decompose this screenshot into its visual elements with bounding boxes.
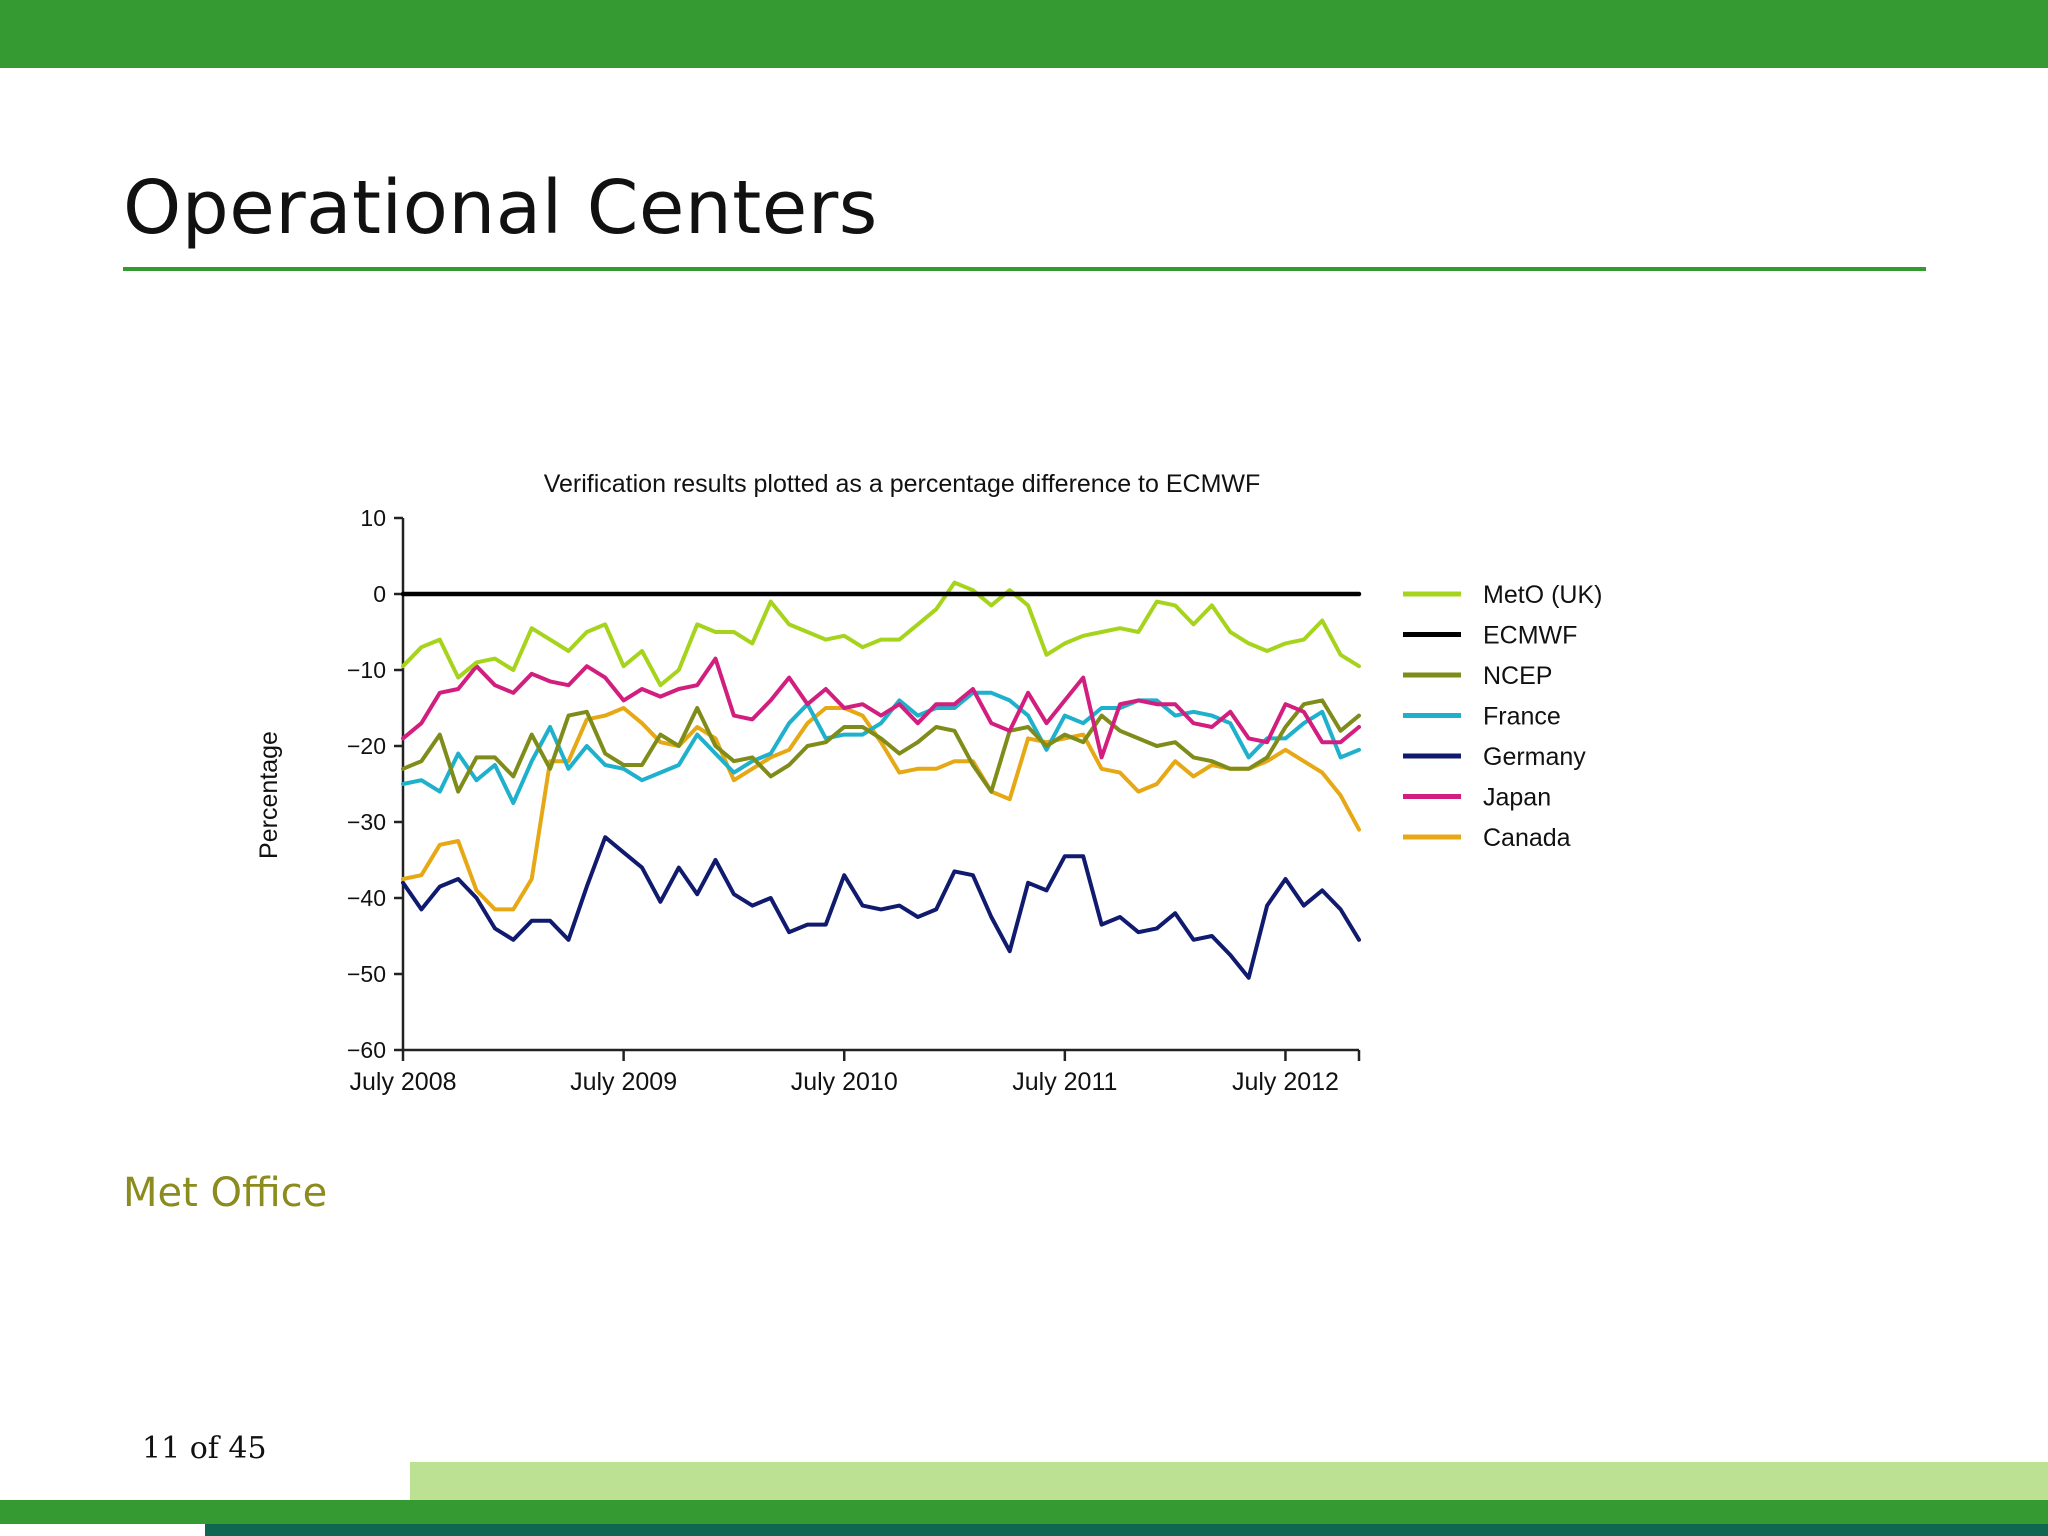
series-line-meto-uk <box>401 580 1361 688</box>
x-tick-label: July 2009 <box>570 1068 677 1096</box>
series-line-japan <box>401 656 1361 760</box>
line-chart: Verification results plotted as a percen… <box>240 455 1640 1135</box>
x-tick-label: July 2011 <box>1012 1068 1117 1096</box>
y-tick-label: −30 <box>347 809 386 835</box>
footer-gap <box>0 1524 205 1536</box>
axes: 10 0 −10 −20 −30 −40 −50 −60 July 2008 July 2009 J… <box>347 505 1361 1096</box>
footer-strip <box>205 1524 2048 1536</box>
y-tick-label: 0 <box>373 581 386 607</box>
legend-label-ncep: NCEP <box>1483 662 1552 690</box>
page-number: 11 of 45 <box>142 1431 267 1466</box>
legend: MetO (UK) ECMWF NCEP France Germany Japan Cana… <box>1403 581 1602 852</box>
slide-title: Operational Centers <box>123 165 878 251</box>
series-line-canada <box>401 706 1361 912</box>
x-tick-label: July 2008 <box>349 1068 456 1096</box>
y-axis-label: Percentage <box>255 731 283 859</box>
y-tick-label: 10 <box>360 505 386 531</box>
legend-label-canada: Canada <box>1483 824 1571 852</box>
source-label: Met Office <box>123 1170 328 1216</box>
legend-label-france: France <box>1483 703 1561 731</box>
series-line-germany <box>401 835 1361 980</box>
x-tick-label: July 2012 <box>1232 1068 1339 1096</box>
chart-svg: Verification results plotted as a percen… <box>255 470 1602 1096</box>
title-underline <box>123 267 1926 271</box>
x-tick-label: July 2010 <box>791 1068 898 1096</box>
series-lines <box>400 580 1362 980</box>
y-tick-label: −40 <box>347 885 386 911</box>
series-line-france <box>401 690 1361 805</box>
legend-label-ecmwf: ECMWF <box>1483 622 1577 650</box>
y-tick-label: −50 <box>347 961 386 987</box>
chart-title: Verification results plotted as a percen… <box>544 470 1261 498</box>
y-tick-label: −20 <box>347 733 386 759</box>
y-tick-label: −10 <box>347 657 386 683</box>
legend-label-germany: Germany <box>1483 743 1586 771</box>
footer-progress-bar <box>410 1462 2048 1500</box>
y-tick-label: −60 <box>347 1037 386 1063</box>
legend-label-japan: Japan <box>1483 784 1551 812</box>
series-line-ncep <box>401 698 1361 794</box>
header-bar <box>0 0 2048 68</box>
legend-label-meto-uk: MetO (UK) <box>1483 581 1602 609</box>
footer-band <box>0 1500 2048 1524</box>
